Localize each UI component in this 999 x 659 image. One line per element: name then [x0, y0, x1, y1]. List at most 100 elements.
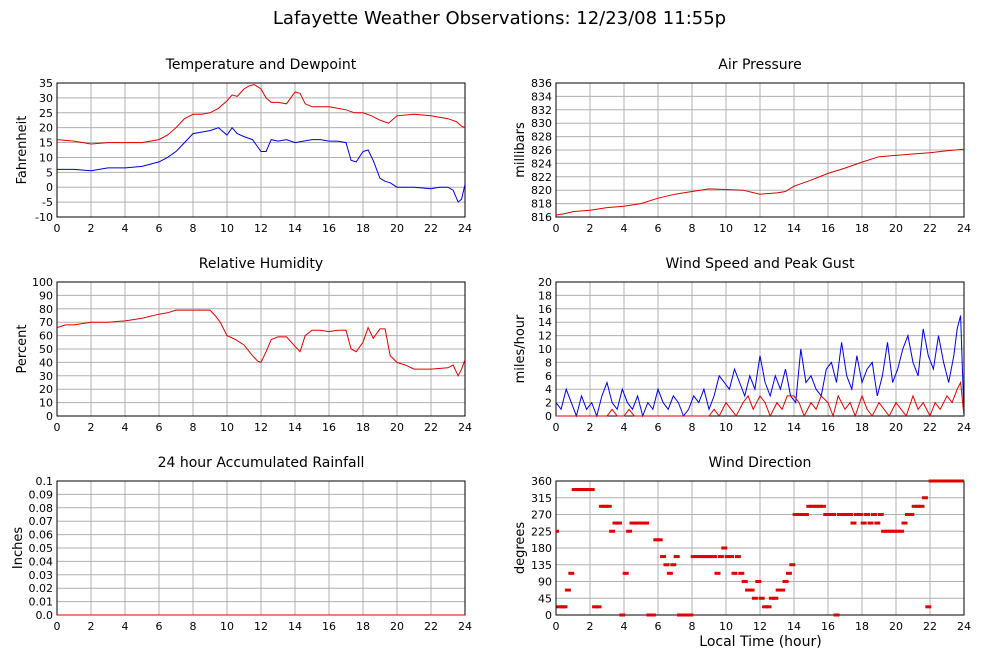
- data-point: [615, 521, 622, 525]
- x-tick-label: 0: [553, 620, 560, 633]
- plot-frame: [56, 82, 466, 218]
- data-point: [636, 521, 643, 525]
- series-line-red: [556, 380, 964, 418]
- data-point: [588, 488, 595, 492]
- data-point: [830, 513, 837, 516]
- x-tick-label: 22: [923, 222, 937, 235]
- data-point: [853, 513, 860, 516]
- data-point: [687, 613, 694, 617]
- y-tick-label: 0: [46, 181, 53, 194]
- y-tick-label: 25: [39, 107, 53, 120]
- x-tick-label: 14: [288, 620, 302, 633]
- chart-title: Temperature and Dewpoint: [165, 57, 357, 73]
- x-tick-label: 20: [889, 620, 903, 633]
- y-tick-label: 0.05: [29, 542, 54, 555]
- data-point: [850, 521, 857, 525]
- y-tick-label: 834: [531, 90, 552, 103]
- data-point: [928, 479, 935, 483]
- x-tick-label: 2: [88, 620, 95, 633]
- data-point: [656, 538, 663, 542]
- x-tick-label: 0: [553, 222, 560, 235]
- data-point: [789, 563, 796, 567]
- data-point: [887, 529, 894, 533]
- data-point: [755, 580, 762, 583]
- y-tick-label: 270: [531, 509, 552, 522]
- data-point: [792, 513, 799, 516]
- x-tick-label: 10: [220, 620, 234, 633]
- x-tick-label: 10: [220, 421, 234, 434]
- data-point: [639, 521, 646, 525]
- y-tick-label: 18: [538, 289, 552, 302]
- data-point: [646, 613, 653, 617]
- x-tick-label: 2: [88, 421, 95, 434]
- data-point: [751, 596, 758, 600]
- data-point: [775, 588, 782, 592]
- data-point: [779, 588, 786, 592]
- x-tick-label: 24: [458, 222, 472, 235]
- data-point: [955, 479, 962, 483]
- x-tick-label: 22: [424, 421, 438, 434]
- y-tick-label: 0.07: [29, 515, 54, 528]
- y-tick-label: 822: [531, 171, 552, 184]
- data-point: [823, 513, 830, 516]
- data-point: [721, 546, 728, 550]
- y-axis-label: miles/hour: [513, 314, 528, 383]
- plot-frame: [555, 82, 965, 218]
- x-tick-label: 14: [787, 620, 801, 633]
- data-point: [826, 513, 833, 516]
- data-point: [694, 555, 701, 559]
- data-point: [911, 504, 918, 508]
- data-point: [836, 513, 843, 516]
- data-point: [612, 521, 619, 525]
- y-tick-label: 826: [531, 144, 552, 157]
- y-tick-label: 824: [531, 157, 552, 170]
- x-tick-label: 0: [54, 620, 61, 633]
- data-point: [711, 555, 718, 559]
- x-tick-label: 14: [787, 421, 801, 434]
- y-tick-label: 0.0: [36, 609, 54, 622]
- y-tick-label: 80: [39, 303, 53, 316]
- x-tick-label: 20: [889, 421, 903, 434]
- x-tick-label: 0: [54, 421, 61, 434]
- data-point: [877, 513, 884, 516]
- x-tick-label: 22: [424, 620, 438, 633]
- x-tick-label: 16: [821, 222, 835, 235]
- data-point: [891, 529, 898, 533]
- x-tick-label: 22: [923, 620, 937, 633]
- y-tick-label: 4: [545, 383, 552, 396]
- data-point: [581, 488, 588, 492]
- data-point: [904, 513, 911, 516]
- x-tick-label: 4: [621, 222, 628, 235]
- y-axis-label: millibars: [513, 122, 528, 178]
- data-point: [894, 529, 901, 533]
- data-point: [595, 605, 602, 609]
- chart-title: Air Pressure: [718, 57, 801, 73]
- y-tick-label: 16: [538, 303, 552, 316]
- page-title: Lafayette Weather Observations: 12/23/08…: [272, 8, 727, 29]
- x-tick-label: 12: [753, 620, 767, 633]
- data-point: [864, 513, 871, 516]
- data-point: [734, 555, 741, 559]
- y-tick-label: 0: [545, 609, 552, 622]
- data-point: [816, 504, 823, 508]
- x-tick-label: 10: [220, 222, 234, 235]
- x-tick-label: 24: [957, 421, 971, 434]
- data-point: [697, 555, 704, 559]
- data-point: [605, 504, 612, 508]
- x-tick-label: 8: [689, 421, 696, 434]
- y-tick-label: 45: [538, 592, 552, 605]
- data-point: [806, 504, 813, 508]
- data-point: [768, 596, 775, 600]
- series-line-red: [57, 83, 465, 145]
- x-tick-label: 18: [356, 620, 370, 633]
- x-tick-label: 8: [190, 620, 197, 633]
- series-line-blue: [57, 126, 465, 203]
- data-point: [626, 529, 633, 533]
- chart-title: 24 hour Accumulated Rainfall: [158, 455, 365, 471]
- y-tick-label: 225: [531, 525, 552, 538]
- x-tick-label: 14: [288, 222, 302, 235]
- data-point: [915, 504, 922, 508]
